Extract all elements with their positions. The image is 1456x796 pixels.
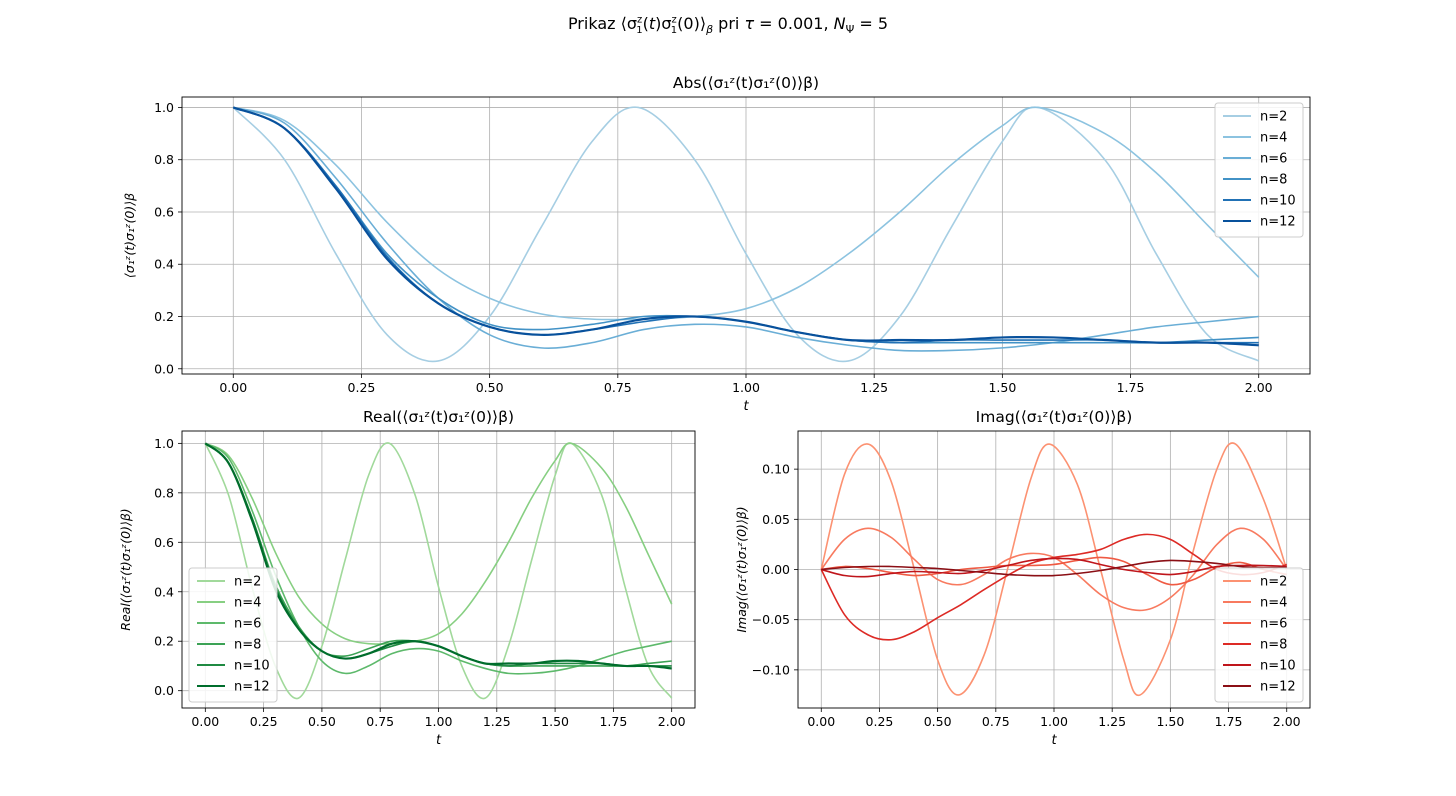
real-xtick-label: 0.50 <box>308 714 336 729</box>
real-series-line-n4 <box>204 442 673 645</box>
abs-xtick-label: 0.00 <box>219 380 247 395</box>
imag-series-group <box>820 442 1288 697</box>
abs-xtick-label: 1.75 <box>1117 380 1145 395</box>
real-legend-label: n=2 <box>234 575 261 590</box>
imag-legend-label: n=8 <box>1260 638 1287 653</box>
real-series-line-n2 <box>204 442 673 700</box>
imag-subplot: 0.00 0.25 0.50 0.75 1.00 1.25 1.50 1.75 2.00 −0.1… <box>734 408 1311 748</box>
real-series-line-n6 <box>204 442 672 675</box>
abs-series-group <box>232 106 1260 363</box>
abs-legend-label: n=12 <box>1260 215 1296 230</box>
real-legend-label: n=12 <box>234 680 270 695</box>
abs-ytick-label: 0.2 <box>154 309 174 324</box>
imag-legend-label: n=12 <box>1260 680 1296 695</box>
imag-legend: n=2 n=4 n=6 n=8 n=10 n=12 <box>1214 567 1304 703</box>
imag-xtick-label: 0.25 <box>866 714 894 729</box>
real-xtick-label: 0.25 <box>250 714 278 729</box>
real-ytick-label: 0.2 <box>154 634 174 649</box>
real-series-group <box>204 442 673 700</box>
real-series-line-n12 <box>204 442 672 670</box>
abs-ylabel: ⟨σ₁ᶻ(t)σ₁ᶻ(0)⟩β <box>122 193 137 278</box>
imag-ylabel: Imag(⟨σ₁ᶻ(t)σ₁ᶻ(0)⟩β) <box>734 506 749 632</box>
imag-xtick-label: 2.00 <box>1273 714 1301 729</box>
abs-legend: n=2 n=4 n=6 n=8 n=10 n=12 <box>1214 102 1304 238</box>
abs-subplot: 0.00 0.25 0.50 0.75 1.00 1.25 1.50 1.75 2.00 0.0 0… <box>122 74 1311 414</box>
abs-series-line-n12 <box>232 106 1259 347</box>
abs-xtick-label: 0.50 <box>476 380 504 395</box>
imag-ytick-label: 0.00 <box>762 562 790 577</box>
real-ytick-label: 0.0 <box>154 683 174 698</box>
abs-legend-label: n=6 <box>1260 152 1287 167</box>
abs-legend-label: n=10 <box>1260 194 1296 209</box>
abs-title: Abs(⟨σ₁ᶻ(t)σ₁ᶻ(0)⟩β) <box>673 74 819 92</box>
imag-series-line-n10 <box>821 557 1287 578</box>
imag-xlabel: t <box>1051 733 1057 748</box>
real-ylabel: Real(⟨σ₁ᶻ(t)σ₁ᶻ(0)⟩β) <box>118 508 133 630</box>
abs-legend-label: n=4 <box>1260 131 1287 146</box>
imag-xtick-label: 0.00 <box>807 714 835 729</box>
real-xtick-label: 2.00 <box>658 714 686 729</box>
imag-series-line-n8 <box>820 533 1287 641</box>
real-subplot: 0.00 0.25 0.50 0.75 1.00 1.25 1.50 1.75 2.00 0.0 0… <box>118 408 696 748</box>
abs-ytick-label: 0.6 <box>154 204 174 219</box>
abs-series-line-n4 <box>233 106 1260 321</box>
abs-xtick-label: 0.75 <box>604 380 632 395</box>
abs-legend-label: n=8 <box>1260 173 1287 188</box>
abs-ytick-label: 0.4 <box>154 257 174 272</box>
real-legend: n=2 n=4 n=6 n=8 n=10 n=12 <box>188 567 278 703</box>
real-ytick-label: 0.6 <box>154 535 174 550</box>
real-xtick-label: 1.50 <box>541 714 569 729</box>
figure-suptitle: Prikaz ⟨σz1(t)σz1(0)⟩β pri τ = 0.001, NΨ… <box>567 14 889 37</box>
real-xlabel: t <box>436 733 442 748</box>
imag-series-line-n6 <box>821 556 1287 586</box>
imag-legend-label: n=6 <box>1260 617 1287 632</box>
imag-ytick-label: 0.05 <box>762 512 790 527</box>
abs-xtick-label: 0.25 <box>348 380 376 395</box>
abs-xtick-label: 1.25 <box>860 380 888 395</box>
abs-xtick-label: 2.00 <box>1245 380 1273 395</box>
real-xtick-label: 1.75 <box>599 714 627 729</box>
abs-xlabel: t <box>743 399 749 414</box>
imag-xtick-label: 1.75 <box>1215 714 1243 729</box>
imag-legend-label: n=10 <box>1260 659 1296 674</box>
real-xtick-label: 1.25 <box>483 714 511 729</box>
real-title: Real(⟨σ₁ᶻ(t)σ₁ᶻ(0)⟩β) <box>363 408 514 426</box>
real-ytick-label: 1.0 <box>154 436 174 451</box>
imag-xtick-label: 1.50 <box>1156 714 1184 729</box>
imag-series-line-n12 <box>821 559 1287 577</box>
abs-xtick-label: 1.00 <box>732 380 760 395</box>
imag-xtick-label: 1.00 <box>1040 714 1068 729</box>
imag-legend-label: n=2 <box>1260 575 1287 590</box>
real-legend-label: n=10 <box>234 659 270 674</box>
abs-xtick-label: 1.50 <box>988 380 1016 395</box>
real-ytick-label: 0.4 <box>154 584 174 599</box>
abs-ytick-label: 1.0 <box>154 100 174 115</box>
abs-ytick-label: 0.8 <box>154 152 174 167</box>
real-xtick-label: 1.00 <box>425 714 453 729</box>
imag-legend-label: n=4 <box>1260 596 1287 611</box>
real-legend-label: n=4 <box>234 596 261 611</box>
imag-title: Imag(⟨σ₁ᶻ(t)σ₁ᶻ(0)⟩β) <box>976 408 1133 426</box>
real-xtick-label: 0.75 <box>366 714 394 729</box>
real-ytick-label: 0.8 <box>154 485 174 500</box>
imag-ytick-label: 0.10 <box>762 462 790 477</box>
abs-ytick-label: 0.0 <box>154 361 174 376</box>
abs-series-line-n2 <box>232 106 1260 363</box>
imag-xtick-label: 0.75 <box>982 714 1010 729</box>
imag-ytick-label: −0.10 <box>752 662 790 677</box>
real-xtick-label: 0.00 <box>191 714 219 729</box>
imag-series-line-n2 <box>820 442 1288 697</box>
real-legend-label: n=6 <box>234 617 261 632</box>
imag-xtick-label: 0.50 <box>924 714 952 729</box>
real-legend-label: n=8 <box>234 638 261 653</box>
abs-legend-label: n=2 <box>1260 110 1287 125</box>
imag-xtick-label: 1.25 <box>1098 714 1126 729</box>
imag-ytick-label: −0.05 <box>752 612 790 627</box>
